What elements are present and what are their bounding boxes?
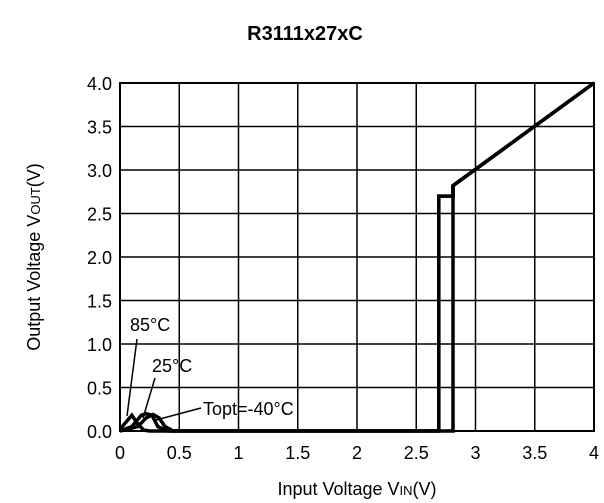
plot-frame	[119, 82, 595, 432]
grid	[120, 83, 594, 431]
x-tick-label: 4	[589, 443, 599, 463]
x-tick-label: 1.5	[285, 443, 310, 463]
annotation-leader	[155, 407, 202, 421]
x-tick-label: 2	[352, 443, 362, 463]
x-tick-label: 3.5	[522, 443, 547, 463]
annotation-leader	[126, 338, 138, 417]
y-tick-label: 3.5	[87, 118, 112, 138]
x-tick-label: 0.5	[167, 443, 192, 463]
tick-labels: 0 0.5 1 1.5 2 2.5 3 3.5 4 0.0 0.5 1.0 1.5 2.0 2.5 3.0 3.…	[87, 74, 599, 463]
series-line-topt-40-c	[119, 81, 596, 433]
x-tick-label: 1	[233, 443, 243, 463]
y-tick-label: 0.0	[87, 422, 112, 442]
annotation-leader	[142, 377, 156, 419]
x-tick-label: 3	[470, 443, 480, 463]
y-tick-label: 1.0	[87, 335, 112, 355]
y-tick-label: 0.5	[87, 379, 112, 399]
x-tick-label: 2.5	[404, 443, 429, 463]
x-axis-label: Input Voltage VIN(V)	[277, 479, 436, 499]
x-tick-label: 0	[115, 443, 125, 463]
y-tick-label: 2.0	[87, 248, 112, 268]
annotations: 85°C 25°C Topt=-40°C	[126, 315, 294, 421]
y-tick-label: 3.0	[87, 161, 112, 181]
chart-title: R3111x27xC	[247, 23, 363, 45]
y-tick-label: 1.5	[87, 292, 112, 312]
y-tick-label: 2.5	[87, 205, 112, 225]
y-axis-label: Output Voltage VOUT(V)	[24, 163, 44, 351]
annotation-label: 85°C	[130, 315, 170, 335]
y-tick-label: 4.0	[87, 74, 112, 94]
annotation-label: 25°C	[152, 356, 192, 376]
annotation-label: Topt=-40°C	[203, 399, 294, 419]
